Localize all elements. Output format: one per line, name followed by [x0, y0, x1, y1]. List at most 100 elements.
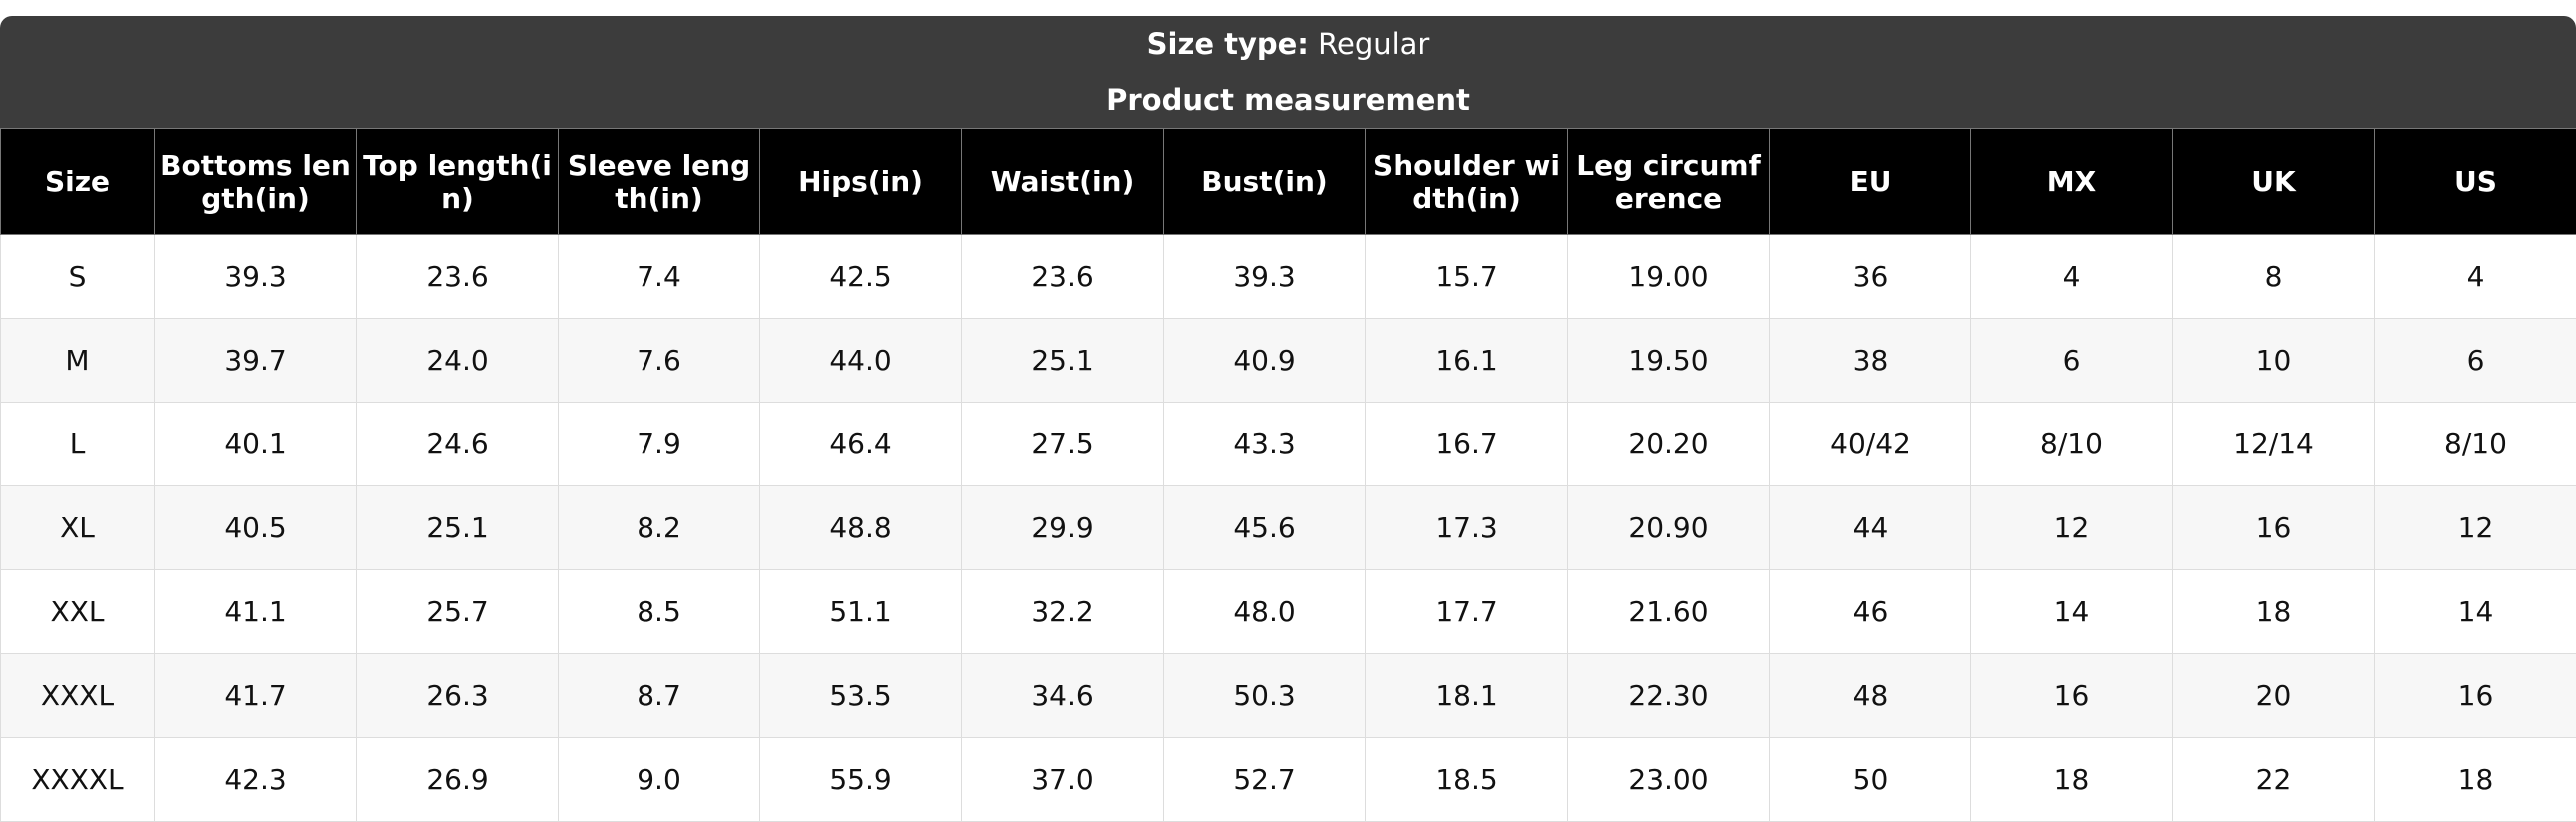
- table-cell: 27.5: [961, 402, 1164, 486]
- table-cell: XL: [0, 485, 155, 570]
- subtitle: Product measurement: [0, 72, 2576, 128]
- table-cell: 23.6: [356, 234, 559, 319]
- table-cell: S: [0, 234, 155, 319]
- size-type-label: Size type:: [1146, 27, 1309, 61]
- column-header: Bottoms length(in): [154, 128, 357, 235]
- table-cell: 16.1: [1365, 318, 1568, 403]
- table-row: M 39.7 24.0 7.6 44.0 25.1 40.9 16.1 19.50 38 6 10 6: [0, 318, 2576, 403]
- size-chart: Size type: Regular Product measurement S…: [0, 16, 2576, 822]
- table-cell: 39.3: [1163, 234, 1366, 319]
- size-type-value: Regular: [1318, 27, 1430, 61]
- column-header: Sleeve length(in): [558, 128, 760, 235]
- table-cell: 26.3: [356, 653, 559, 738]
- column-header: Top length(in): [356, 128, 559, 235]
- table-cell: 17.3: [1365, 485, 1568, 570]
- table-cell: 50: [1769, 737, 1971, 822]
- table-cell: 43.3: [1163, 402, 1366, 486]
- table-cell: 17.7: [1365, 569, 1568, 654]
- table-row: S 39.3 23.6 7.4 42.5 23.6 39.3 15.7 19.00 36 4 8 4: [0, 234, 2576, 319]
- table-cell: 12: [2374, 485, 2576, 570]
- table-cell: 25.1: [356, 485, 559, 570]
- table-cell: 38: [1769, 318, 1971, 403]
- table-cell: 8/10: [2374, 402, 2576, 486]
- column-header: Hips(in): [759, 128, 962, 235]
- column-header: MX: [1970, 128, 2173, 235]
- table-cell: 20.20: [1567, 402, 1770, 486]
- table-cell: 52.7: [1163, 737, 1366, 822]
- table-cell: 22: [2172, 737, 2375, 822]
- table-cell: 40.9: [1163, 318, 1366, 403]
- table-cell: XXL: [0, 569, 155, 654]
- table-cell: 8/10: [1970, 402, 2173, 486]
- table-cell: 40.5: [154, 485, 357, 570]
- table-header: Size type: Regular Product measurement: [0, 16, 2576, 128]
- table-cell: 23.6: [961, 234, 1164, 319]
- subtitle-text: Product measurement: [1106, 83, 1470, 117]
- table-cell: 24.0: [356, 318, 559, 403]
- column-header: Leg circumference: [1567, 128, 1770, 235]
- table-cell: 34.6: [961, 653, 1164, 738]
- column-header: Bust(in): [1163, 128, 1366, 235]
- table-cell: 7.6: [558, 318, 760, 403]
- table-cell: 18: [2374, 737, 2576, 822]
- table-cell: 15.7: [1365, 234, 1568, 319]
- table-cell: 22.30: [1567, 653, 1770, 738]
- table-row: XXL 41.1 25.7 8.5 51.1 32.2 48.0 17.7 21.60 46 14 1…: [0, 569, 2576, 654]
- table-cell: 16: [2374, 653, 2576, 738]
- table-cell: 20: [2172, 653, 2375, 738]
- column-header: UK: [2172, 128, 2375, 235]
- column-header: EU: [1769, 128, 1971, 235]
- table-cell: 4: [1970, 234, 2173, 319]
- table-cell: 19.50: [1567, 318, 1770, 403]
- table-row: XXXXL 42.3 26.9 9.0 55.9 37.0 52.7 18.5 23.00 50 1…: [0, 737, 2576, 822]
- table-cell: 25.7: [356, 569, 559, 654]
- column-header: US: [2374, 128, 2576, 235]
- table-cell: 12: [1970, 485, 2173, 570]
- table-cell: 10: [2172, 318, 2375, 403]
- table-cell: M: [0, 318, 155, 403]
- table-cell: 41.7: [154, 653, 357, 738]
- table-cell: 29.9: [961, 485, 1164, 570]
- table-cell: 16.7: [1365, 402, 1568, 486]
- table-cell: 32.2: [961, 569, 1164, 654]
- table-cell: 24.6: [356, 402, 559, 486]
- table-cell: 40/42: [1769, 402, 1971, 486]
- table-cell: 6: [1970, 318, 2173, 403]
- table-cell: 14: [1970, 569, 2173, 654]
- table-cell: 14: [2374, 569, 2576, 654]
- column-header: Waist(in): [961, 128, 1164, 235]
- column-header: Shoulder width(in): [1365, 128, 1568, 235]
- table-cell: 40.1: [154, 402, 357, 486]
- size-type: Size type: Regular: [0, 16, 2576, 72]
- table-cell: 39.3: [154, 234, 357, 319]
- table-cell: 26.9: [356, 737, 559, 822]
- table-cell: 42.3: [154, 737, 357, 822]
- table-cell: 19.00: [1567, 234, 1770, 319]
- table-cell: 41.1: [154, 569, 357, 654]
- table-cell: 53.5: [759, 653, 962, 738]
- table-cell: 44.0: [759, 318, 962, 403]
- table-cell: 16: [1970, 653, 2173, 738]
- table-cell: 8: [2172, 234, 2375, 319]
- table-cell: 48.0: [1163, 569, 1366, 654]
- table-cell: 18: [2172, 569, 2375, 654]
- table-cell: 12/14: [2172, 402, 2375, 486]
- table-row: XXXL 41.7 26.3 8.7 53.5 34.6 50.3 18.1 22.30 48 16…: [0, 653, 2576, 738]
- table-cell: L: [0, 402, 155, 486]
- table-cell: 44: [1769, 485, 1971, 570]
- table-cell: 36: [1769, 234, 1971, 319]
- table-row: L 40.1 24.6 7.9 46.4 27.5 43.3 16.7 20.20 40/42 8/…: [0, 402, 2576, 486]
- table-row: XL 40.5 25.1 8.2 48.8 29.9 45.6 17.3 20.90 44 12 16…: [0, 485, 2576, 570]
- table-cell: 4: [2374, 234, 2576, 319]
- table-cell: 18: [1970, 737, 2173, 822]
- table-cell: 18.1: [1365, 653, 1568, 738]
- table-cell: 48: [1769, 653, 1971, 738]
- table-cell: 46: [1769, 569, 1971, 654]
- table-cell: 8.7: [558, 653, 760, 738]
- table-cell: 55.9: [759, 737, 962, 822]
- table-cell: 23.00: [1567, 737, 1770, 822]
- table-cell: 8.5: [558, 569, 760, 654]
- table-cell: XXXL: [0, 653, 155, 738]
- table-cell: 45.6: [1163, 485, 1366, 570]
